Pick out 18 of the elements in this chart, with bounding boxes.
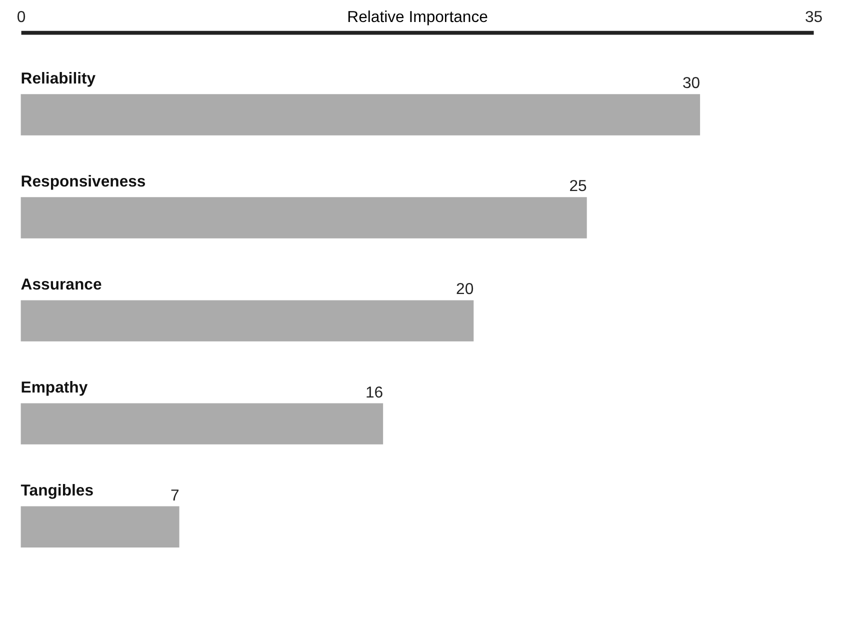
y-tick-label: Responsiveness: [20, 173, 146, 190]
data-label: 7: [170, 487, 180, 504]
x-axis-title: Relative Importance: [347, 8, 488, 26]
data-label: 20: [456, 281, 474, 298]
x-tick-label: 35: [804, 8, 823, 26]
data-label: 16: [365, 384, 384, 402]
y-tick-label: Empathy: [20, 379, 88, 396]
bar: [20, 94, 700, 136]
x-tick-label: 0: [16, 8, 26, 26]
bar: [20, 300, 474, 342]
data-label: 25: [569, 178, 588, 196]
bar: [20, 197, 587, 238]
bar: [20, 403, 384, 444]
y-tick-label: Reliability: [20, 70, 96, 88]
bar: [20, 506, 180, 548]
y-tick-label: Tangibles: [20, 482, 94, 500]
data-label: 30: [682, 75, 700, 92]
y-tick-label: Assurance: [20, 276, 102, 294]
